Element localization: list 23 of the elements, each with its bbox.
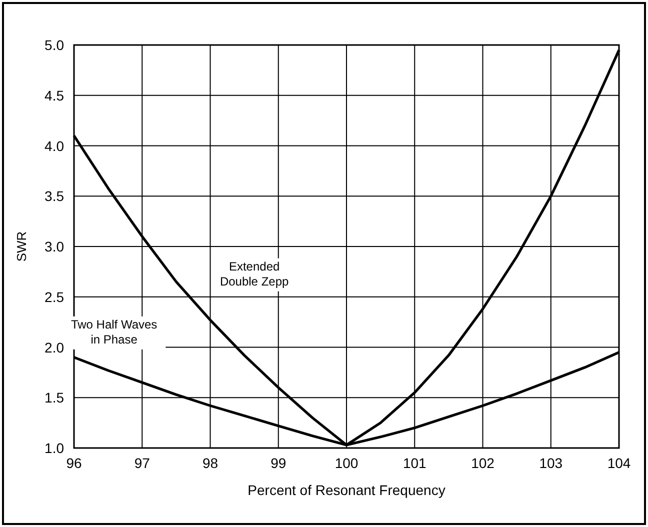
y-tick-label: 4.0 (44, 138, 64, 154)
y-tick-label: 4.5 (44, 87, 64, 104)
y-tick-label: 1.5 (44, 390, 64, 406)
y-tick-label: 1.0 (44, 440, 64, 456)
x-tick-label: 96 (66, 455, 82, 471)
x-axis-title: Percent of Resonant Frequency (248, 482, 446, 498)
y-axis-title: SWR (14, 231, 29, 262)
x-tick-label: 104 (607, 455, 631, 471)
x-tick-label: 102 (471, 455, 495, 471)
x-tick-label: 99 (270, 455, 286, 471)
x-tick-label: 103 (539, 455, 563, 471)
text: Extended Double Zepp (220, 259, 289, 288)
x-tick-label: 100 (334, 455, 358, 471)
series-label: Two Half Waves in Phase (70, 317, 158, 346)
x-tick-label: 101 (402, 455, 427, 471)
y-tick-label: 3.5 (44, 188, 64, 204)
y-tick-label: 2.0 (44, 339, 64, 356)
x-tick-label: 97 (134, 455, 150, 471)
y-tick-label: 3.0 (44, 238, 64, 254)
x-tick-label: 98 (202, 455, 218, 471)
y-tick-label: 5.0 (44, 37, 64, 53)
line-series (72, 48, 620, 446)
y-tick-label: 2.5 (44, 288, 64, 305)
